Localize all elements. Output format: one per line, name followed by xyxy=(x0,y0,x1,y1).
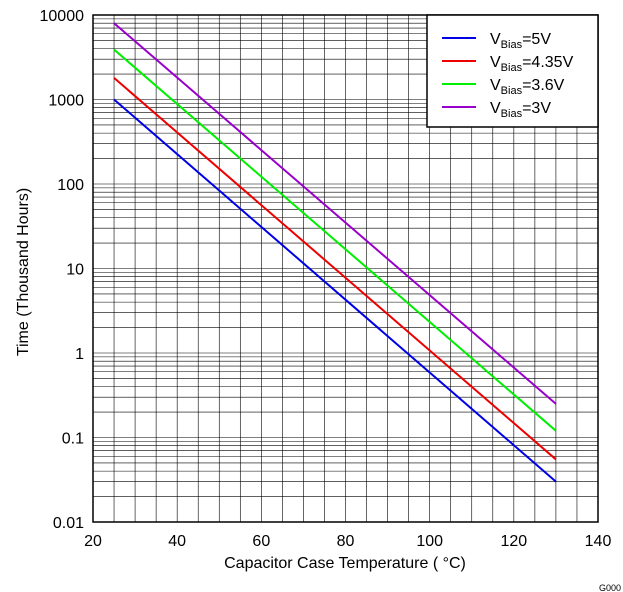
y-tick-label: 10 xyxy=(66,262,84,279)
y-tick-label: 1 xyxy=(75,346,84,363)
y-tick-label: 1000 xyxy=(48,93,84,110)
legend-label-3: VBias=3.6V xyxy=(490,77,565,97)
x-axis-ticks: 20 40 60 80 100 120 140 xyxy=(84,533,611,550)
y-tick-label: 100 xyxy=(57,177,84,194)
series-line-4 xyxy=(113,22,557,405)
x-tick-label: 20 xyxy=(84,533,102,550)
x-tick-label: 120 xyxy=(500,533,527,550)
x-tick-label: 140 xyxy=(585,533,612,550)
legend-label-2: VBias=4.35V xyxy=(490,54,574,74)
x-axis-title: Capacitor Case Temperature ( °C) xyxy=(224,555,466,572)
y-tick-label: 0.1 xyxy=(62,431,84,448)
series-lines xyxy=(113,22,557,483)
legend-label-4: VBias=3V xyxy=(490,100,551,120)
series-line-3 xyxy=(113,48,557,432)
y-tick-label: 10000 xyxy=(40,8,85,25)
series-line-2 xyxy=(113,77,557,461)
plot-area-frame xyxy=(92,14,599,523)
series-line-1 xyxy=(113,98,557,483)
legend: VBias=5V VBias=4.35V VBias=3.6V VBias=3V xyxy=(426,14,599,128)
y-axis-ticks: 0.01 0.1 1 10 100 1000 10000 xyxy=(40,8,85,532)
y-axis-title: Time (Thousand Hours) xyxy=(15,188,32,356)
x-tick-label: 100 xyxy=(416,533,443,550)
corner-code: G000 xyxy=(599,583,621,592)
x-tick-label: 40 xyxy=(168,533,186,550)
legend-box xyxy=(426,14,599,128)
legend-label-1: VBias=5V xyxy=(490,31,551,51)
y-tick-label: 0.01 xyxy=(53,515,84,532)
x-tick-label: 80 xyxy=(337,533,355,550)
grid xyxy=(92,15,599,523)
x-tick-label: 60 xyxy=(252,533,270,550)
